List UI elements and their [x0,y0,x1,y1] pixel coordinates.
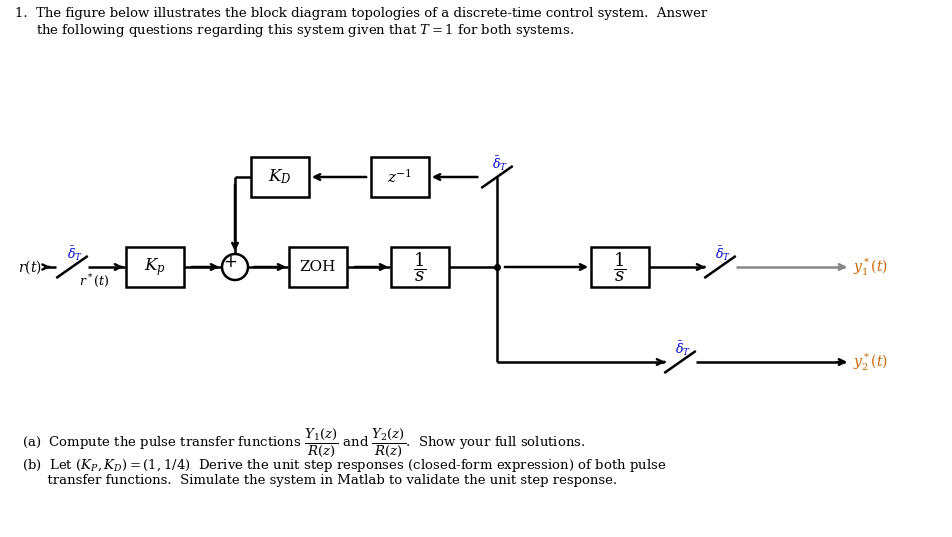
Text: $K_D$: $K_D$ [268,168,291,186]
Text: $\bar{\delta}_T$: $\bar{\delta}_T$ [714,245,730,264]
Circle shape [222,254,248,280]
Bar [288,247,347,287]
Bar [370,157,428,197]
Text: $y_2^*(t)$: $y_2^*(t)$ [852,351,887,373]
Text: $z^{-1}$: $z^{-1}$ [387,168,412,186]
Bar [126,247,184,287]
Text: +: + [223,253,237,271]
Bar [390,247,448,287]
Bar [250,157,308,197]
Text: $r^*(t)$: $r^*(t)$ [79,272,109,289]
Text: ZOH: ZOH [300,260,336,274]
Text: the following questions regarding this system given that $T = 1$ for both system: the following questions regarding this s… [15,22,573,39]
Text: $\bar{\delta}_T$: $\bar{\delta}_T$ [67,245,83,264]
Text: 1.  The figure below illustrates the block diagram topologies of a discrete-time: 1. The figure below illustrates the bloc… [15,7,706,20]
Bar [590,247,648,287]
Text: $\bar{\delta}_T$: $\bar{\delta}_T$ [491,155,507,173]
Text: (a)  Compute the pulse transfer functions $\dfrac{Y_1(z)}{R(z)}$ and $\dfrac{Y_2: (a) Compute the pulse transfer functions… [22,427,585,459]
Text: $r(t)$: $r(t)$ [18,258,42,276]
Text: $\bar{\delta}_T$: $\bar{\delta}_T$ [674,340,690,358]
Text: transfer functions.  Simulate the system in Matlab to validate the unit step res: transfer functions. Simulate the system … [22,474,617,487]
Text: $y_1^*(t)$: $y_1^*(t)$ [852,256,887,278]
Text: (b)  Let $(K_P, K_D) = (1, 1/4)$  Derive the unit step responses (closed-form ex: (b) Let $(K_P, K_D) = (1, 1/4)$ Derive t… [22,457,665,474]
Text: $\dfrac{1}{s}$: $\dfrac{1}{s}$ [613,250,626,284]
Text: $\dfrac{1}{s}$: $\dfrac{1}{s}$ [413,250,426,284]
Text: $K_p$: $K_p$ [144,256,166,278]
